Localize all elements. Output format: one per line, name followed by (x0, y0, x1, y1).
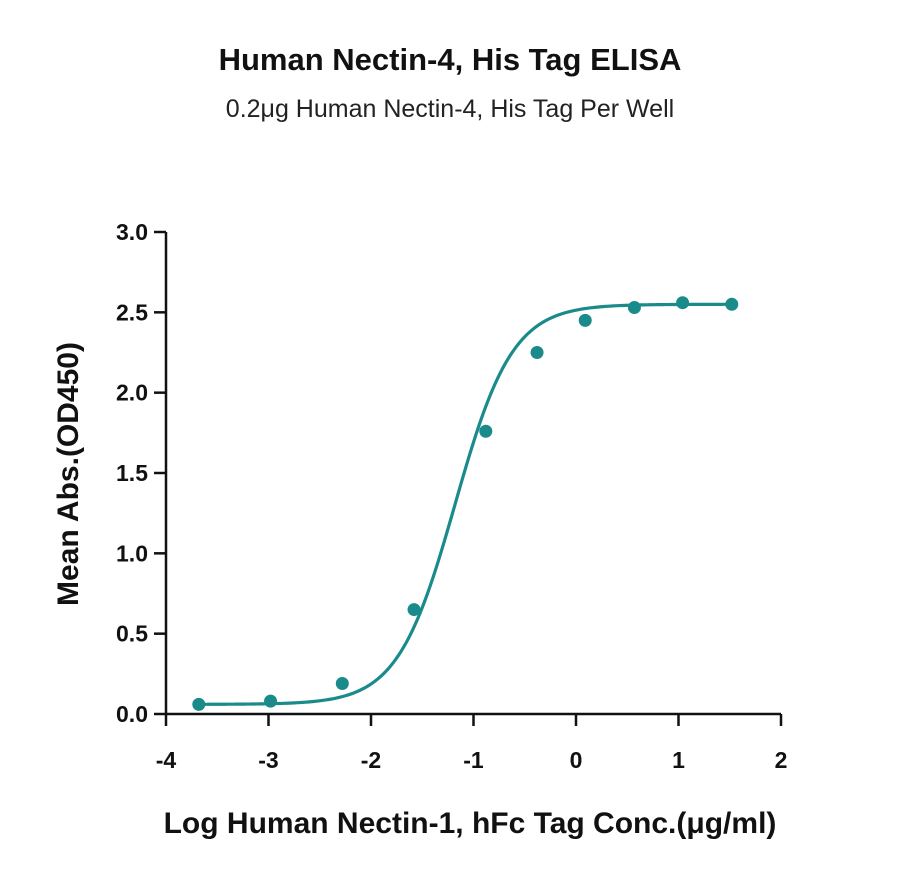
x-tick-label: -3 (258, 747, 278, 773)
y-tick-label: 1.5 (116, 460, 148, 486)
x-tick-label: -2 (361, 747, 381, 773)
x-tick-label: 2 (775, 747, 788, 773)
data-point (335, 676, 349, 690)
x-tick-label: 1 (672, 747, 685, 773)
axes: 0.0 0.5 1.0 1.5 2.0 2.5 3.0 -4 -3 -2 -1 0 1 2 (116, 219, 787, 773)
data-point (725, 297, 739, 311)
chart-subtitle: 0.2μg Human Nectin-4, His Tag Per Well (225, 95, 675, 123)
x-tick-label: -4 (156, 747, 177, 773)
data-point (530, 346, 544, 359)
x-tick-label: -1 (463, 747, 484, 773)
fit-curve-layer (198, 302, 732, 706)
y-tick-label: 0.5 (116, 621, 148, 647)
y-tick-label: 3.0 (116, 219, 148, 245)
y-tick-label: 1.0 (116, 540, 148, 566)
chart-title: Human Nectin-4, His Tag ELISA (218, 42, 682, 77)
fit-curve (198, 302, 732, 706)
x-tick-label: 0 (570, 747, 583, 773)
data-point (479, 424, 493, 438)
x-axis-title: Log Human Nectin-1, hFc Tag Conc.(μg/ml) (164, 807, 777, 840)
y-tick-label: 0.0 (116, 701, 148, 727)
data-point (627, 301, 641, 315)
data-point (192, 697, 206, 711)
data-point (578, 313, 592, 327)
data-points-layer (192, 296, 739, 711)
data-point (264, 694, 278, 708)
y-tick-label: 2.5 (116, 299, 148, 325)
data-point (676, 296, 690, 310)
y-axis-title: Mean Abs.(OD450) (52, 342, 85, 606)
y-tick-label: 2.0 (116, 380, 148, 406)
data-point (407, 603, 421, 617)
